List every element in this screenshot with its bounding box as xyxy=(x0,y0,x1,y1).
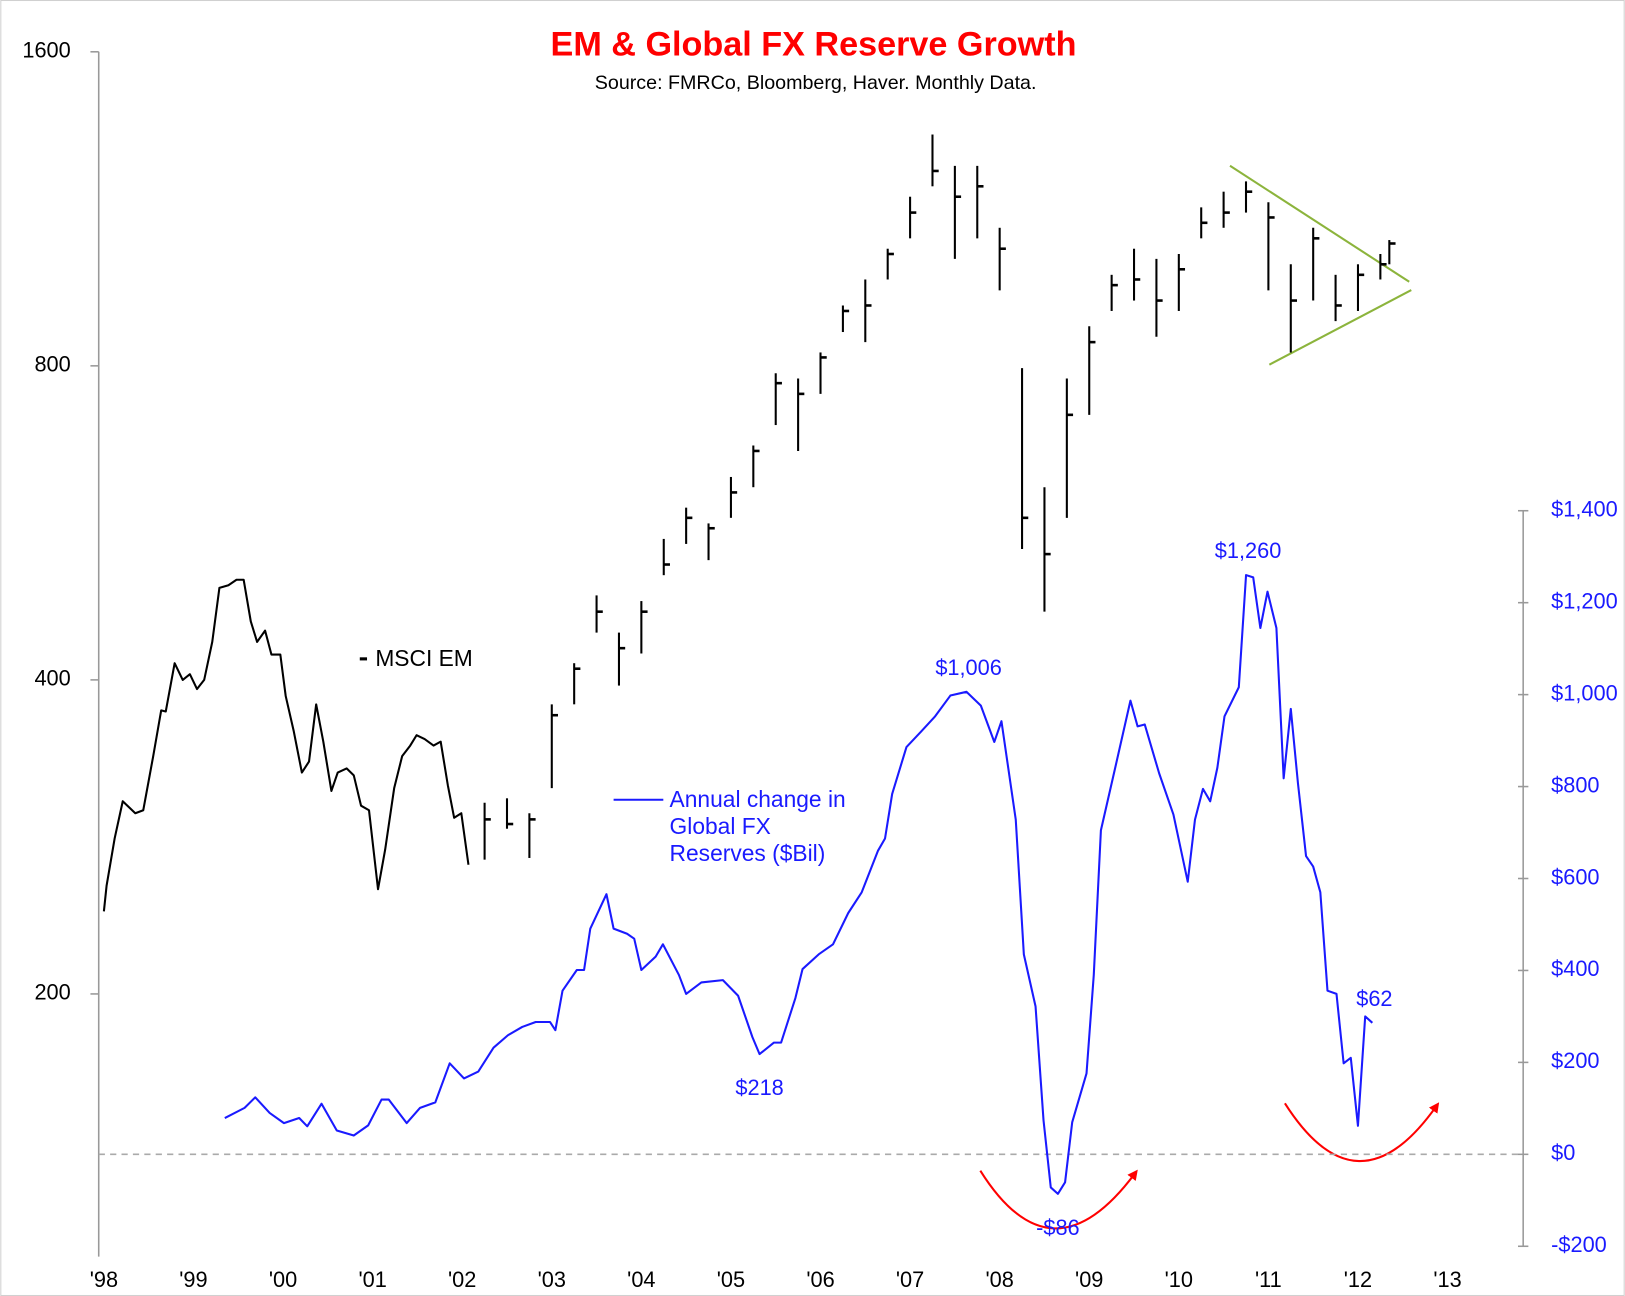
y2-tick-label: $600 xyxy=(1551,864,1599,889)
data-label: $218 xyxy=(735,1075,783,1100)
x-tick-label: '11 xyxy=(1255,1267,1282,1292)
x-tick-label: '00 xyxy=(269,1267,297,1292)
series-line xyxy=(102,578,470,912)
arrow xyxy=(1284,1102,1440,1163)
x-tick-label: '08 xyxy=(985,1267,1013,1292)
data-label: $1,006 xyxy=(935,655,1002,680)
trend-line xyxy=(1268,289,1412,366)
y-tick-label: 400 xyxy=(34,666,70,691)
data-label: -$86 xyxy=(1036,1215,1080,1240)
y2-tick-label: $1,200 xyxy=(1551,588,1618,613)
x-tick-label: '01 xyxy=(358,1267,386,1292)
x-tick-label: '09 xyxy=(1075,1267,1103,1292)
x-tick-label: '02 xyxy=(448,1267,476,1292)
arrow xyxy=(979,1169,1138,1230)
y-tick-label: 200 xyxy=(34,980,70,1005)
y2-tick-label: $800 xyxy=(1551,772,1599,797)
chart-subtitle: Source: FMRCo, Bloomberg, Haver. Monthly… xyxy=(595,72,1037,94)
y2-tick-label: -$200 xyxy=(1551,1232,1607,1257)
legend-label: MSCI EM xyxy=(375,645,472,671)
y-tick-label: 1600 xyxy=(22,38,70,63)
legend: MSCI EM Annual change in Global FX Reser… xyxy=(359,645,846,867)
y2-tick-label: $0 xyxy=(1551,1140,1575,1165)
y2-tick-label: $1,000 xyxy=(1551,680,1618,705)
chart-title: EM & Global FX Reserve Growth xyxy=(551,26,1077,64)
x-tick-label: '12 xyxy=(1344,1267,1372,1292)
series-line xyxy=(224,574,1374,1195)
y2-tick-label: $200 xyxy=(1551,1048,1599,1073)
x-tick-label: '13 xyxy=(1433,1267,1461,1292)
x-tick-label: '03 xyxy=(538,1267,566,1292)
x-tick-label: '05 xyxy=(717,1267,745,1292)
x-tick-label: '99 xyxy=(179,1267,207,1292)
data-label: $1,260 xyxy=(1215,538,1282,563)
y2-tick-label: $1,400 xyxy=(1551,496,1618,521)
x-tick-label: '10 xyxy=(1165,1267,1193,1292)
data-label: $62 xyxy=(1356,986,1392,1011)
y-tick-label: 800 xyxy=(34,352,70,377)
x-tick-label: '07 xyxy=(896,1267,924,1292)
x-tick-label: '04 xyxy=(627,1267,655,1292)
legend-box: Annual change in Global FX Reserves ($Bi… xyxy=(669,786,846,867)
x-tick-label: '98 xyxy=(90,1267,118,1292)
legend-label: Annual change in Global FX Reserves ($Bi… xyxy=(669,786,846,867)
x-tick-label: '06 xyxy=(806,1267,834,1292)
y2-tick-label: $400 xyxy=(1551,956,1599,981)
